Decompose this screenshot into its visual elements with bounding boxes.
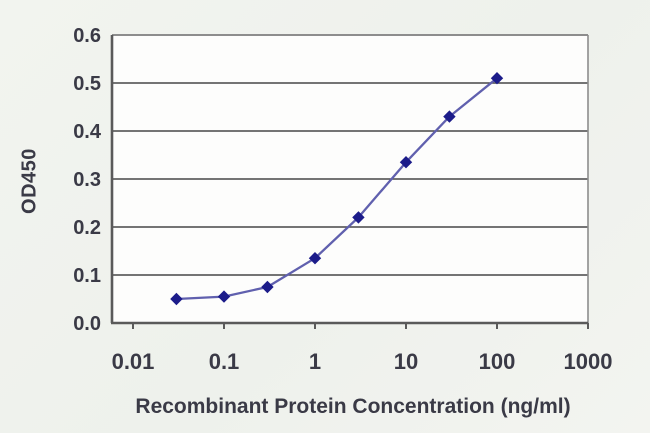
x-axis-title: Recombinant Protein Concentration (ng/ml… [135,395,571,418]
y-axis-title: OD450 [18,148,41,214]
x-tick-label: 10 [394,349,418,374]
data-point-marker [399,155,413,169]
data-point-marker [490,71,504,85]
data-point-marker [308,251,322,265]
y-tick-label: 0.4 [73,121,102,143]
y-tick-label: 0.3 [73,169,101,191]
x-tick-label: 0.01 [112,349,155,374]
x-tick-label: 0.1 [209,349,240,374]
data-point-marker [170,292,183,306]
x-tick-label: 1 [309,349,321,374]
data-point-marker [352,211,365,224]
y-tick-label: 0.0 [73,313,101,335]
data-point-marker [261,280,274,294]
y-tick-label: 0.1 [73,265,101,287]
y-tick-label: 0.6 [73,25,101,47]
series-line [176,77,498,301]
data-point-marker [217,290,231,303]
x-tick-label: 100 [479,349,516,374]
y-tick-label: 0.2 [73,217,101,239]
y-tick-label: 0.5 [73,73,101,95]
data-point-marker [443,110,456,123]
x-tick-label: 1000 [564,349,613,374]
